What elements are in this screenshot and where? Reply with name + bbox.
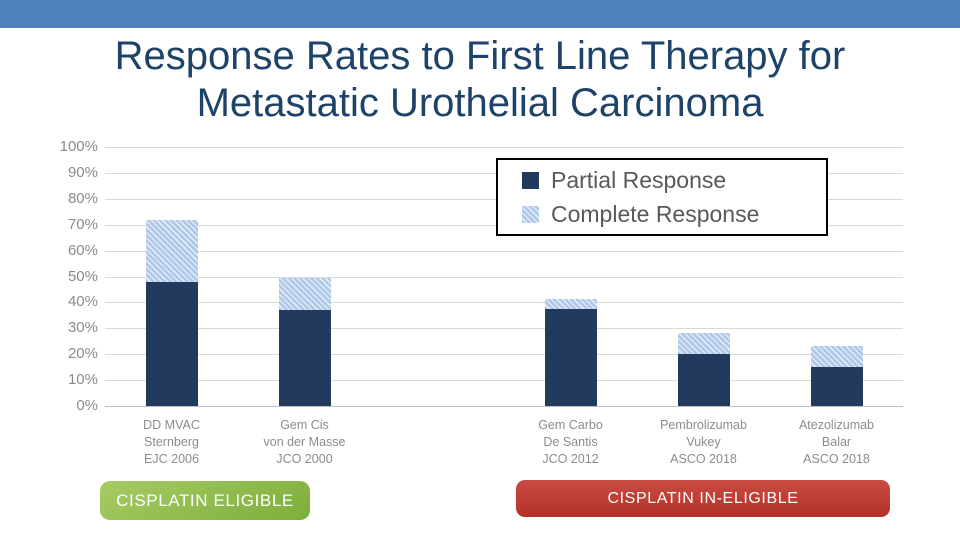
- gridline-20: [105, 354, 903, 356]
- gridline-100: [105, 147, 903, 148]
- slide-title-line2: Metastatic Urothelial Carcinoma: [196, 81, 764, 125]
- stacked-bar-3: [544, 298, 597, 406]
- partial-response-segment: [677, 354, 730, 406]
- gridline-50: [105, 276, 903, 278]
- slide-title-line1: Response Rates to First Line Therapy for: [114, 34, 846, 78]
- cisplatin-eligible-banner: CISPLATIN ELIGIBLE: [100, 481, 310, 520]
- gridline-0: [105, 406, 903, 407]
- y-axis-tick-100: 100%: [59, 138, 98, 155]
- x-category-label-line: Gem Cis: [280, 418, 329, 432]
- partial-response-swatch: [522, 171, 539, 189]
- x-category-label-line: Balar: [821, 435, 852, 449]
- x-category-label-3: Gem Carbo De Santis JCO 2012: [501, 417, 641, 468]
- y-axis-tick-50: 50%: [67, 267, 98, 285]
- x-category-label-4: Pembrolizumab Vukey ASCO 2018: [634, 417, 774, 468]
- stacked-bar-4: [677, 333, 730, 406]
- partial-response-segment: [145, 281, 198, 406]
- stacked-bar-1: [145, 219, 198, 406]
- x-category-label-line: Sternberg: [144, 435, 199, 449]
- legend-item-partial-response: Partial Response: [522, 166, 826, 194]
- gridline-60: [105, 250, 903, 252]
- x-category-label-line: Gem Carbo: [538, 418, 603, 432]
- legend-item-complete-response: Complete Response: [522, 200, 826, 228]
- complete-response-segment: [145, 219, 198, 282]
- y-axis-tick-60: 60%: [67, 241, 98, 259]
- y-axis-tick-0: 0%: [76, 397, 98, 414]
- chart-legend: Partial Response Complete Response: [496, 158, 828, 236]
- x-category-label-line: ASCO 2018: [803, 452, 870, 466]
- y-axis-tick-70: 70%: [67, 215, 98, 233]
- partial-response-segment: [544, 308, 597, 406]
- legend-label-complete: Complete Response: [551, 201, 760, 227]
- complete-response-segment: [810, 346, 863, 368]
- legend-label-partial: Partial Response: [551, 167, 727, 193]
- y-axis-tick-80: 80%: [67, 189, 98, 207]
- x-category-label-line: ASCO 2018: [670, 452, 737, 466]
- stacked-bar-2: [278, 277, 331, 406]
- complete-response-segment: [278, 277, 331, 311]
- x-category-label-1: DD MVAC Sternberg EJC 2006: [102, 417, 242, 468]
- y-axis-tick-20: 20%: [67, 345, 98, 363]
- x-category-label-line: DD MVAC: [143, 418, 200, 432]
- complete-response-segment: [677, 333, 730, 355]
- x-category-label-5: Atezolizumab Balar ASCO 2018: [767, 417, 907, 468]
- x-category-label-line: von der Masse: [263, 435, 346, 449]
- complete-response-swatch: [522, 205, 539, 223]
- x-category-label-line: Vukey: [686, 435, 721, 449]
- x-category-label-line: Pembrolizumab: [660, 418, 747, 432]
- top-banner: [0, 0, 960, 28]
- y-axis-tick-30: 30%: [67, 319, 98, 337]
- cisplatin-ineligible-banner: CISPLATIN IN-ELIGIBLE: [516, 480, 890, 517]
- gridline-10: [105, 380, 903, 382]
- x-category-label-line: Atezolizumab: [798, 418, 875, 432]
- y-axis-tick-90: 90%: [67, 163, 98, 181]
- x-category-label-line: EJC 2006: [144, 452, 199, 466]
- gridline-40: [105, 302, 903, 304]
- complete-response-segment: [544, 298, 597, 309]
- y-axis-tick-40: 40%: [67, 293, 98, 311]
- stacked-bar-5: [810, 346, 863, 406]
- y-axis-tick-10: 10%: [67, 371, 98, 389]
- x-category-label-line: De Santis: [543, 435, 598, 449]
- slide-title: Response Rates to First Line Therapy for…: [0, 33, 960, 127]
- x-category-label-2: Gem Cis von der Masse JCO 2000: [235, 417, 375, 468]
- partial-response-segment: [810, 367, 863, 406]
- x-category-label-line: JCO 2012: [542, 452, 599, 466]
- partial-response-segment: [278, 310, 331, 406]
- x-category-label-line: JCO 2000: [276, 452, 333, 466]
- gridline-30: [105, 328, 903, 330]
